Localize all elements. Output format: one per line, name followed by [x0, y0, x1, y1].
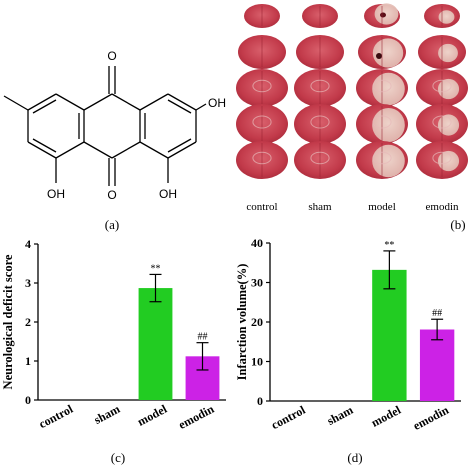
- slice-column-label-emodin: emodin: [426, 201, 459, 213]
- slice-column-label-model: model: [368, 201, 396, 213]
- brain-slice: [416, 141, 468, 179]
- panel-caption: (c): [111, 450, 125, 465]
- brain-slice: [236, 104, 288, 144]
- brain-slice: [418, 35, 466, 69]
- bar: [372, 269, 407, 401]
- neuro-deficit-chart: 0 1 2 3 4 control sham model ** emodin ## Neurologi…: [1, 237, 226, 465]
- slice-column-label-control: control: [246, 201, 277, 213]
- y-tick-label: 0: [25, 393, 31, 407]
- brain-slice: [364, 3, 400, 28]
- y-tick-label: 0: [257, 394, 263, 408]
- brain-slice: [416, 69, 468, 107]
- brain-slice: [358, 35, 406, 69]
- hydroxyl-right-label: OH: [208, 96, 226, 110]
- y-tick-label: 40: [251, 236, 263, 250]
- y-tick-label: 1: [25, 354, 31, 368]
- carbonyl-bottom-label: O: [107, 188, 116, 202]
- brain-slice: [238, 35, 286, 69]
- carbonyl-top-label: O: [107, 49, 116, 63]
- slice-grid: [236, 3, 468, 179]
- y-axis-label: Infarction volume(%): [237, 264, 249, 381]
- brain-slice: [416, 104, 468, 144]
- brain-slice: [294, 104, 346, 144]
- x-tick-label: control: [37, 401, 76, 431]
- x-tick-label: model: [135, 401, 170, 428]
- significance-label: **: [384, 240, 394, 251]
- emodin-structure-svg: O O OH OH OH (a): [3, 49, 226, 232]
- brain-slice: [244, 4, 280, 28]
- y-tick-label: 2: [25, 315, 31, 329]
- brain-slices-svg: control sham model emodin (b): [236, 3, 468, 232]
- significance-label: ##: [432, 308, 442, 319]
- brain-slice: [424, 4, 460, 28]
- x-tick-label: emodin: [176, 402, 216, 432]
- y-tick-label: 3: [25, 276, 31, 290]
- y-tick-label: 20: [251, 315, 263, 329]
- y-axis-label: Neurological deficit score: [1, 254, 15, 389]
- brain-slice: [294, 141, 346, 179]
- panel-d-chart: 0 10 20 30 40 control sham model ** emodin ## Infar…: [237, 236, 474, 468]
- y-tick-label: 10: [251, 355, 263, 369]
- brain-slice: [294, 69, 346, 107]
- hydroxyl-bottom-right-label: OH: [159, 187, 177, 201]
- infarction-volume-chart: 0 10 20 30 40 control sham model ** emodin ## Infar…: [237, 236, 461, 465]
- x-tick-label: sham: [92, 402, 123, 427]
- panel-a-caption: (a): [105, 217, 119, 232]
- brain-slice: [356, 104, 408, 144]
- brain-slice: [302, 4, 338, 28]
- panel-b-caption: (b): [450, 217, 465, 232]
- y-tick-label: 30: [251, 276, 263, 290]
- x-tick-label: control: [269, 402, 308, 432]
- brain-slice: [236, 69, 288, 107]
- brain-slice: [356, 69, 408, 107]
- panel-a-structure: O O OH OH OH (a): [0, 0, 234, 236]
- panel-b-brain-slices: control sham model emodin (b): [234, 0, 474, 236]
- bar: [138, 288, 173, 400]
- brain-slice: [356, 141, 408, 179]
- y-tick-label: 4: [25, 237, 31, 251]
- x-tick-label: emodin: [411, 403, 451, 433]
- slice-column-label-sham: sham: [308, 201, 332, 213]
- brain-slice: [236, 141, 288, 179]
- panel-caption: (d): [347, 450, 362, 465]
- hydroxyl-bottom-left-label: OH: [47, 187, 65, 201]
- brain-slice: [296, 35, 344, 69]
- structure-bonds: [3, 66, 207, 186]
- significance-label: **: [151, 263, 161, 274]
- x-tick-label: model: [369, 402, 404, 429]
- significance-label: ##: [198, 332, 208, 343]
- bar: [419, 329, 455, 401]
- x-tick-label: sham: [325, 403, 356, 428]
- panel-c-chart: 0 1 2 3 4 control sham model ** emodin ## Neurologi…: [0, 236, 240, 468]
